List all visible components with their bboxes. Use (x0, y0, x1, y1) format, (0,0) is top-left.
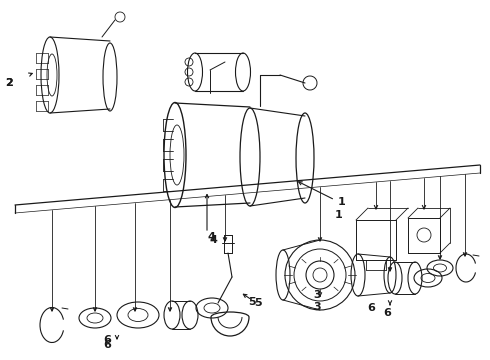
Text: 6: 6 (383, 308, 391, 318)
Text: 5: 5 (254, 298, 262, 308)
Text: 2: 2 (5, 78, 13, 88)
Text: 1: 1 (335, 210, 343, 220)
Text: 2: 2 (5, 78, 13, 88)
Text: 1: 1 (338, 197, 346, 207)
Text: 3: 3 (313, 302, 320, 312)
Text: 6: 6 (103, 335, 111, 345)
Text: 4: 4 (209, 235, 217, 245)
Text: 4: 4 (207, 232, 215, 242)
Text: 3: 3 (313, 290, 320, 300)
Text: 6: 6 (367, 303, 375, 313)
Text: 5: 5 (248, 297, 256, 307)
Text: 6: 6 (103, 340, 111, 350)
